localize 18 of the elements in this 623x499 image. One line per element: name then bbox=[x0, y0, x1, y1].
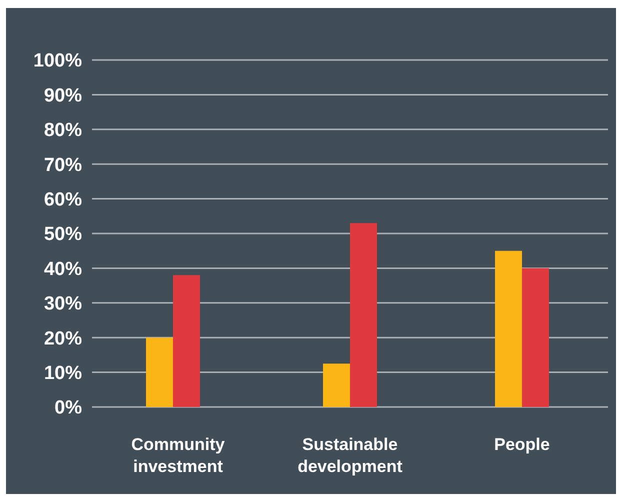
bar bbox=[173, 275, 200, 407]
y-tick-label: 40% bbox=[44, 258, 82, 280]
bar bbox=[522, 268, 549, 407]
x-tick-label: Community investment bbox=[131, 435, 226, 476]
y-tick-label: 60% bbox=[44, 189, 82, 210]
x-tick-label: Sustainable development bbox=[298, 435, 403, 476]
y-tick-label: 20% bbox=[44, 328, 82, 350]
bar bbox=[495, 250, 522, 407]
y-tick-label: 90% bbox=[44, 85, 82, 106]
y-tick-label: 30% bbox=[44, 294, 82, 315]
y-tick-label: 70% bbox=[44, 154, 82, 176]
y-tick-label: 0% bbox=[54, 398, 82, 419]
y-tick-label: 80% bbox=[44, 120, 82, 142]
x-tick-label: People bbox=[494, 435, 550, 454]
y-tick-label: 50% bbox=[44, 224, 82, 246]
y-tick-label: 100% bbox=[33, 50, 82, 72]
bar bbox=[146, 338, 173, 407]
y-tick-label: 10% bbox=[44, 362, 82, 384]
